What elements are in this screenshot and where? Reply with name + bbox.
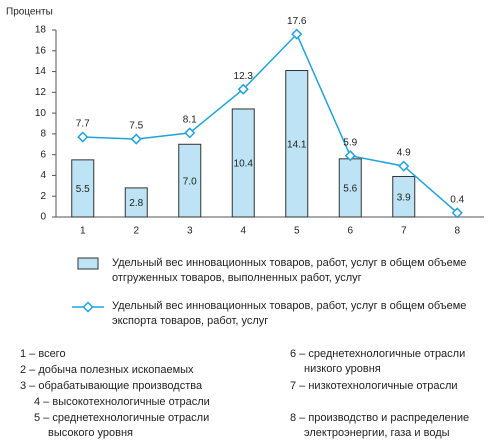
y-tick-label: 8 [40, 129, 46, 140]
line-marker [291, 28, 303, 40]
bar [124, 187, 148, 218]
y-tick-label: 14 [35, 66, 47, 77]
x-tick-label: 5 [294, 226, 300, 237]
line-label: 7.5 [129, 121, 143, 132]
note: 4 – высокотехнологичные отрасли [34, 396, 210, 408]
y-tick-label: 0 [40, 212, 46, 223]
note: 8 – производство и распределение электро… [290, 412, 470, 439]
line-marker [398, 160, 410, 172]
line-marker [344, 150, 356, 162]
note: 2 – добыча полезных ископаемых [20, 364, 194, 376]
y-tick-label: 18 [35, 25, 47, 36]
x-tick-label: 3 [187, 226, 193, 237]
y-axis-label: Проценты [6, 7, 53, 18]
bar-label: 2.8 [129, 198, 143, 209]
y-tick-label: 6 [40, 149, 46, 160]
bar [231, 108, 255, 218]
legend-label: Удельный вес инновационных товаров, рабо… [112, 257, 467, 284]
line-marker [451, 207, 463, 219]
legend-marker [82, 301, 94, 313]
note: 1 – всего [20, 348, 66, 360]
line-label: 12.3 [234, 71, 254, 82]
y-tick-label: 4 [40, 170, 46, 181]
line-marker [130, 133, 142, 145]
line-marker [184, 127, 196, 139]
line-label: 4.9 [397, 148, 411, 159]
x-tick-label: 1 [80, 226, 86, 237]
bar-label: 3.9 [397, 192, 411, 203]
y-tick-label: 12 [35, 87, 47, 98]
bar-label: 10.4 [234, 159, 254, 170]
line-label: 17.6 [287, 16, 307, 27]
line-label: 5.9 [343, 137, 357, 148]
line-marker [237, 83, 249, 95]
bar-label: 5.6 [343, 184, 357, 195]
x-tick-label: 7 [401, 226, 407, 237]
line [82, 32, 458, 214]
y-tick-label: 2 [40, 191, 46, 202]
note: 5 – среднетехнологичные отрасли высокого… [34, 412, 210, 439]
bar-label: 14.1 [287, 139, 307, 150]
bar [285, 70, 309, 218]
y-tick-label: 16 [35, 45, 47, 56]
bar-label: 5.5 [76, 184, 90, 195]
x-tick-label: 4 [240, 226, 246, 237]
line-label: 7.7 [76, 119, 90, 130]
legend-swatch [77, 257, 99, 270]
bar [392, 175, 416, 218]
bar [71, 159, 95, 218]
line-label: 8.1 [183, 114, 197, 125]
line-label: 0.4 [450, 194, 464, 205]
x-tick-label: 2 [133, 226, 139, 237]
legend-label: Удельный вес инновационных товаров, рабо… [112, 300, 467, 327]
x-tick-label: 8 [454, 226, 460, 237]
note: 6 – среднетехнологичные отрасли низкого … [290, 348, 466, 375]
line-marker [77, 131, 89, 143]
note: 3 – обрабатывающие производства [20, 380, 203, 392]
bar [178, 143, 202, 218]
y-tick-label: 10 [35, 108, 47, 119]
x-tick-label: 6 [347, 226, 353, 237]
note: 7 – низкотехнологичные отрасли [290, 380, 458, 392]
bar-label: 7.0 [183, 176, 197, 187]
